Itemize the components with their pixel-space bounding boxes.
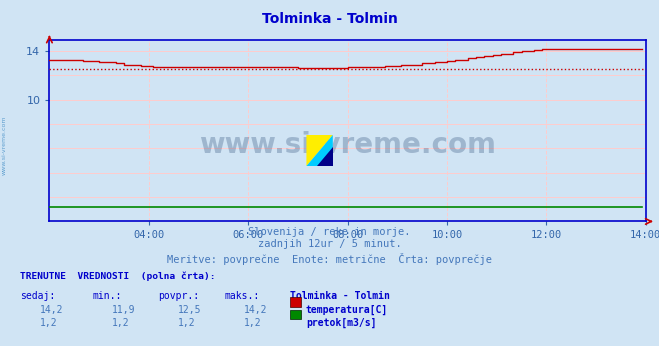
Text: Meritve: povprečne  Enote: metrične  Črta: povprečje: Meritve: povprečne Enote: metrične Črta:… xyxy=(167,253,492,265)
Text: zadnjih 12ur / 5 minut.: zadnjih 12ur / 5 minut. xyxy=(258,239,401,249)
Text: sedaj:: sedaj: xyxy=(20,291,55,301)
Text: 1,2: 1,2 xyxy=(40,318,57,328)
Text: Tolminka - Tolmin: Tolminka - Tolmin xyxy=(262,12,397,26)
Text: 11,9: 11,9 xyxy=(112,305,136,315)
Text: min.:: min.: xyxy=(92,291,122,301)
Text: temperatura[C]: temperatura[C] xyxy=(306,305,388,316)
Polygon shape xyxy=(306,135,333,166)
Text: maks.:: maks.: xyxy=(224,291,259,301)
Text: www.si-vreme.com: www.si-vreme.com xyxy=(2,116,7,175)
Polygon shape xyxy=(306,135,333,166)
Text: 12,5: 12,5 xyxy=(178,305,202,315)
Text: povpr.:: povpr.: xyxy=(158,291,199,301)
Text: 1,2: 1,2 xyxy=(244,318,262,328)
Text: 14,2: 14,2 xyxy=(40,305,63,315)
Text: TRENUTNE  VREDNOSTI  (polna črta):: TRENUTNE VREDNOSTI (polna črta): xyxy=(20,272,215,281)
Text: 14,2: 14,2 xyxy=(244,305,268,315)
Text: Tolminka - Tolmin: Tolminka - Tolmin xyxy=(290,291,390,301)
Text: 1,2: 1,2 xyxy=(178,318,196,328)
Text: 1,2: 1,2 xyxy=(112,318,130,328)
Text: pretok[m3/s]: pretok[m3/s] xyxy=(306,318,376,328)
Text: Slovenija / reke in morje.: Slovenija / reke in morje. xyxy=(248,227,411,237)
Text: www.si-vreme.com: www.si-vreme.com xyxy=(199,131,496,159)
Polygon shape xyxy=(317,147,333,166)
